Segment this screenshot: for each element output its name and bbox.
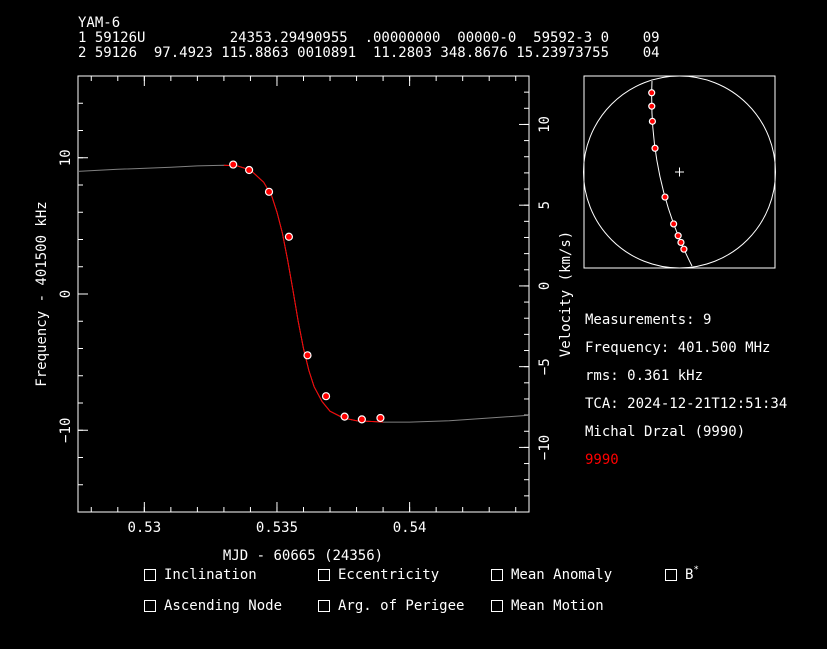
ground-track-point xyxy=(674,232,682,240)
plot-frame xyxy=(77,75,530,513)
measurement-point xyxy=(264,187,274,196)
ground-track-point xyxy=(680,245,688,253)
checkbox-box[interactable] xyxy=(491,600,503,612)
zenith-marker xyxy=(675,167,684,177)
checkbox-label: B xyxy=(685,567,694,583)
site-id: 9990 xyxy=(585,452,619,468)
checkbox-box[interactable] xyxy=(318,569,330,581)
ground-track-point xyxy=(651,144,659,152)
x-tick-label: 0.535 xyxy=(256,520,298,536)
checkbox-box[interactable] xyxy=(144,569,156,581)
checkbox-box[interactable] xyxy=(144,600,156,612)
ground-track-panel xyxy=(583,75,776,269)
x-axis-label: MJD - 60665 (24356) xyxy=(223,548,383,564)
checkbox-label: Arg. of Perigee xyxy=(338,598,465,614)
measurement-point xyxy=(321,392,331,401)
tle-satellite-name: YAM-6 xyxy=(78,15,121,31)
ground-track-point xyxy=(648,117,656,125)
axis-tick-labels: 0.53 0.535 0.54 10 0 −10 10 5 0 −5 −10 xyxy=(58,116,553,536)
frequency-value: Frequency: 401.500 MHz xyxy=(585,340,771,356)
satellite-pass-track xyxy=(651,80,693,267)
checkbox-box[interactable] xyxy=(665,569,677,581)
checkbox-label-superscript: * xyxy=(693,565,699,575)
ground-track-point xyxy=(677,238,685,247)
mean-anomaly-checkbox[interactable]: Mean Anomaly xyxy=(491,567,612,583)
checkbox-label: Eccentricity xyxy=(338,567,440,583)
tle-header: YAM-6 1 59126U 24353.29490955 .00000000 … xyxy=(78,16,660,61)
y-tick-label: −10 xyxy=(58,418,74,443)
ground-track-points xyxy=(648,89,688,253)
y-right-tick-label: 0 xyxy=(537,282,553,290)
ground-track-point xyxy=(661,193,669,201)
checkbox-label: Mean Anomaly xyxy=(511,567,613,583)
measurement-point xyxy=(376,413,385,423)
tca-value: TCA: 2024-12-21T12:51:34 xyxy=(585,396,788,412)
measurement-point xyxy=(245,165,254,175)
checkbox-box[interactable] xyxy=(318,600,330,612)
measurement-point xyxy=(229,160,238,169)
main-chart-area: 0.53 0.535 0.54 10 0 −10 10 5 0 −5 −10 MJD - 60665… xyxy=(34,75,574,564)
horizon-circle xyxy=(583,75,776,269)
y-tick-label: 10 xyxy=(58,149,74,166)
y-tick-label: 0 xyxy=(58,290,74,298)
x-tick-label: 0.53 xyxy=(127,520,161,536)
measurement-point xyxy=(284,232,294,241)
eccentricity-checkbox[interactable]: Eccentricity xyxy=(318,567,439,583)
y-right-tick-label: −5 xyxy=(537,358,553,375)
checkbox-label: Mean Motion xyxy=(511,598,604,614)
fit-curve xyxy=(223,164,384,423)
y-axis-label: Frequency - 401500 kHz xyxy=(34,201,50,386)
mean-motion-checkbox[interactable]: Mean Motion xyxy=(491,598,604,614)
measurement-point xyxy=(303,351,312,360)
ground-track-point xyxy=(648,102,656,110)
arg-of-perigee-checkbox[interactable]: Arg. of Perigee xyxy=(318,598,464,614)
y-right-tick-label: 5 xyxy=(537,201,553,209)
measurement-point xyxy=(340,412,349,421)
checkbox-label: Ascending Node xyxy=(164,598,283,614)
y-right-tick-label: 10 xyxy=(537,116,553,133)
y-right-tick-label: −10 xyxy=(537,435,553,460)
inclination-checkbox[interactable]: Inclination xyxy=(144,567,257,583)
checkbox-box[interactable] xyxy=(491,569,503,581)
observer-name: Michal Drzal (9990) xyxy=(585,424,746,440)
measurement-point xyxy=(357,415,366,424)
rms-value: rms: 0.361 kHz xyxy=(585,368,704,384)
checkbox-label: Inclination xyxy=(164,567,257,583)
model-curve xyxy=(77,164,530,423)
ascending-node-checkbox[interactable]: Ascending Node xyxy=(144,598,282,614)
measurement-points xyxy=(229,160,385,424)
x-tick-label: 0.54 xyxy=(393,520,427,536)
tle-line-1: 1 59126U 24353.29490955 .00000000 00000-… xyxy=(78,30,660,46)
ground-track-point xyxy=(648,89,656,97)
measurements-count: Measurements: 9 xyxy=(585,312,712,328)
bstar-checkbox[interactable]: B * xyxy=(665,565,699,583)
tle-line-2: 2 59126 97.4923 115.8863 0010891 11.2803… xyxy=(78,45,660,61)
ground-track-point xyxy=(670,220,678,228)
y-right-axis-label: Velocity (km/s) xyxy=(558,231,574,357)
axis-ticks xyxy=(78,75,529,513)
